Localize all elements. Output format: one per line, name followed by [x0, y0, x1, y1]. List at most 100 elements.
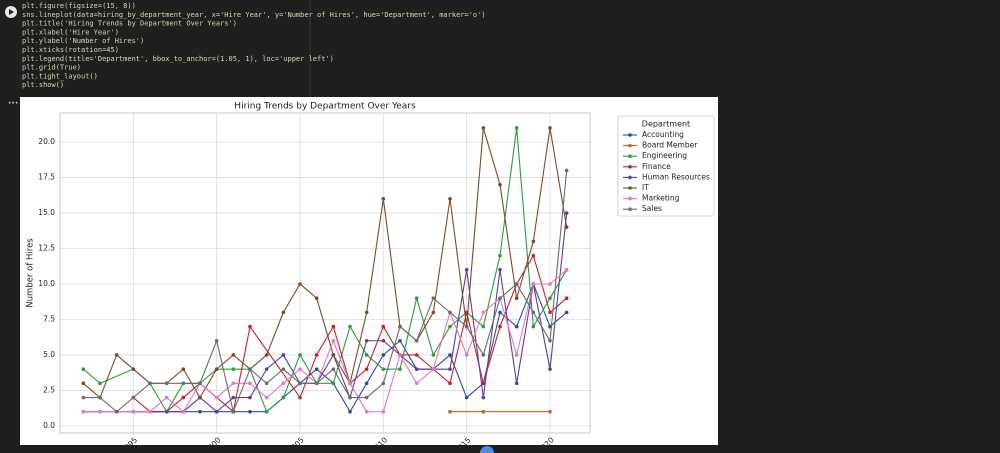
data-point	[81, 367, 86, 371]
data-point	[98, 409, 102, 414]
data-point	[281, 310, 286, 315]
x-tick-label: 2005	[286, 435, 306, 453]
code-line: plt.figure(figsize=(15, 8))	[22, 2, 136, 10]
legend-marker	[628, 133, 632, 137]
series-line	[83, 170, 568, 414]
code-line: plt.ylabel('Number of Hires')	[22, 37, 144, 45]
data-point	[498, 324, 502, 329]
data-point	[464, 395, 469, 400]
data-point	[198, 395, 202, 400]
data-point	[231, 381, 236, 386]
data-point	[298, 353, 302, 357]
legend-marker	[628, 196, 632, 201]
run-icon	[9, 9, 14, 15]
y-tick-label: 17.5	[38, 173, 55, 182]
data-point	[348, 324, 352, 329]
legend-marker	[628, 143, 632, 148]
code-line: plt.title('Hiring Trends by Department O…	[22, 20, 237, 28]
data-point	[264, 381, 269, 386]
code-line: plt.grid(True)	[22, 64, 81, 72]
chart-title: Hiring Trends by Department Over Years	[234, 102, 416, 112]
data-point	[331, 381, 336, 386]
data-point	[314, 296, 319, 300]
data-point	[164, 395, 169, 400]
data-point	[381, 197, 386, 201]
x-tick-label: 2010	[369, 435, 389, 453]
data-point	[98, 395, 102, 400]
data-point	[248, 409, 252, 414]
data-point	[464, 268, 469, 272]
data-point	[481, 395, 486, 400]
legend-label: Sales	[642, 204, 662, 213]
legend-label: IT	[642, 183, 649, 192]
data-point	[414, 296, 419, 300]
y-axis-label: Number of Hires	[26, 238, 36, 308]
data-point	[231, 395, 236, 400]
data-point	[381, 324, 386, 329]
data-point	[181, 367, 186, 371]
data-point	[331, 324, 336, 329]
data-point	[531, 282, 536, 286]
data-point	[131, 409, 136, 414]
code-line: plt.tight_layout()	[22, 72, 98, 80]
legend-label: Human Resources	[642, 172, 710, 181]
data-point	[381, 367, 386, 371]
data-point	[498, 296, 502, 300]
legend-label: Finance	[642, 162, 671, 171]
data-point	[331, 338, 336, 343]
data-point	[214, 395, 219, 400]
figure: Hiring Trends by Department Over Years Nu…	[20, 97, 718, 453]
y-tick-label: 2.5	[43, 385, 55, 394]
data-point	[531, 239, 536, 244]
plot-frame	[59, 112, 591, 434]
data-point	[148, 381, 152, 386]
y-tick-label: 5.0	[43, 350, 55, 359]
data-point	[514, 353, 519, 357]
data-point	[514, 126, 519, 130]
data-point	[414, 381, 419, 386]
y-tick-label: 0.0	[43, 421, 55, 430]
x-tick-label: 2020	[536, 435, 556, 453]
data-point	[531, 253, 536, 258]
data-point	[81, 381, 86, 386]
code-lines: plt.figure(figsize=(15, 8))sns.lineplot(…	[22, 2, 486, 89]
data-point	[481, 310, 486, 315]
data-point	[264, 409, 269, 414]
data-point	[431, 367, 436, 371]
data-point	[231, 353, 236, 357]
data-point	[381, 381, 386, 386]
data-point	[248, 381, 252, 386]
data-point	[381, 409, 386, 414]
data-point	[448, 353, 452, 357]
data-point	[414, 353, 419, 357]
data-point	[464, 324, 469, 329]
data-point	[114, 353, 119, 357]
data-point	[431, 296, 436, 300]
scroll-indicator[interactable]	[480, 446, 494, 453]
y-tick-label: 20.0	[38, 137, 55, 146]
data-point	[531, 324, 536, 329]
legend-marker	[628, 186, 632, 190]
data-point	[398, 324, 402, 329]
data-point	[364, 395, 369, 400]
data-point	[414, 367, 419, 371]
data-point	[414, 338, 419, 343]
data-point	[398, 353, 402, 357]
data-point	[164, 381, 169, 386]
data-point	[548, 367, 552, 371]
data-point	[364, 367, 369, 371]
data-point	[564, 268, 569, 272]
data-point	[214, 367, 219, 371]
data-point	[548, 409, 552, 414]
x-tick-label: 2000	[203, 435, 223, 453]
data-point	[331, 367, 336, 371]
data-point	[248, 395, 252, 400]
data-point	[314, 367, 319, 371]
data-point	[264, 367, 269, 371]
data-point	[81, 409, 86, 414]
data-point	[514, 296, 519, 300]
code-cell	[0, 0, 1000, 95]
data-point	[181, 409, 186, 414]
data-point	[448, 197, 452, 201]
